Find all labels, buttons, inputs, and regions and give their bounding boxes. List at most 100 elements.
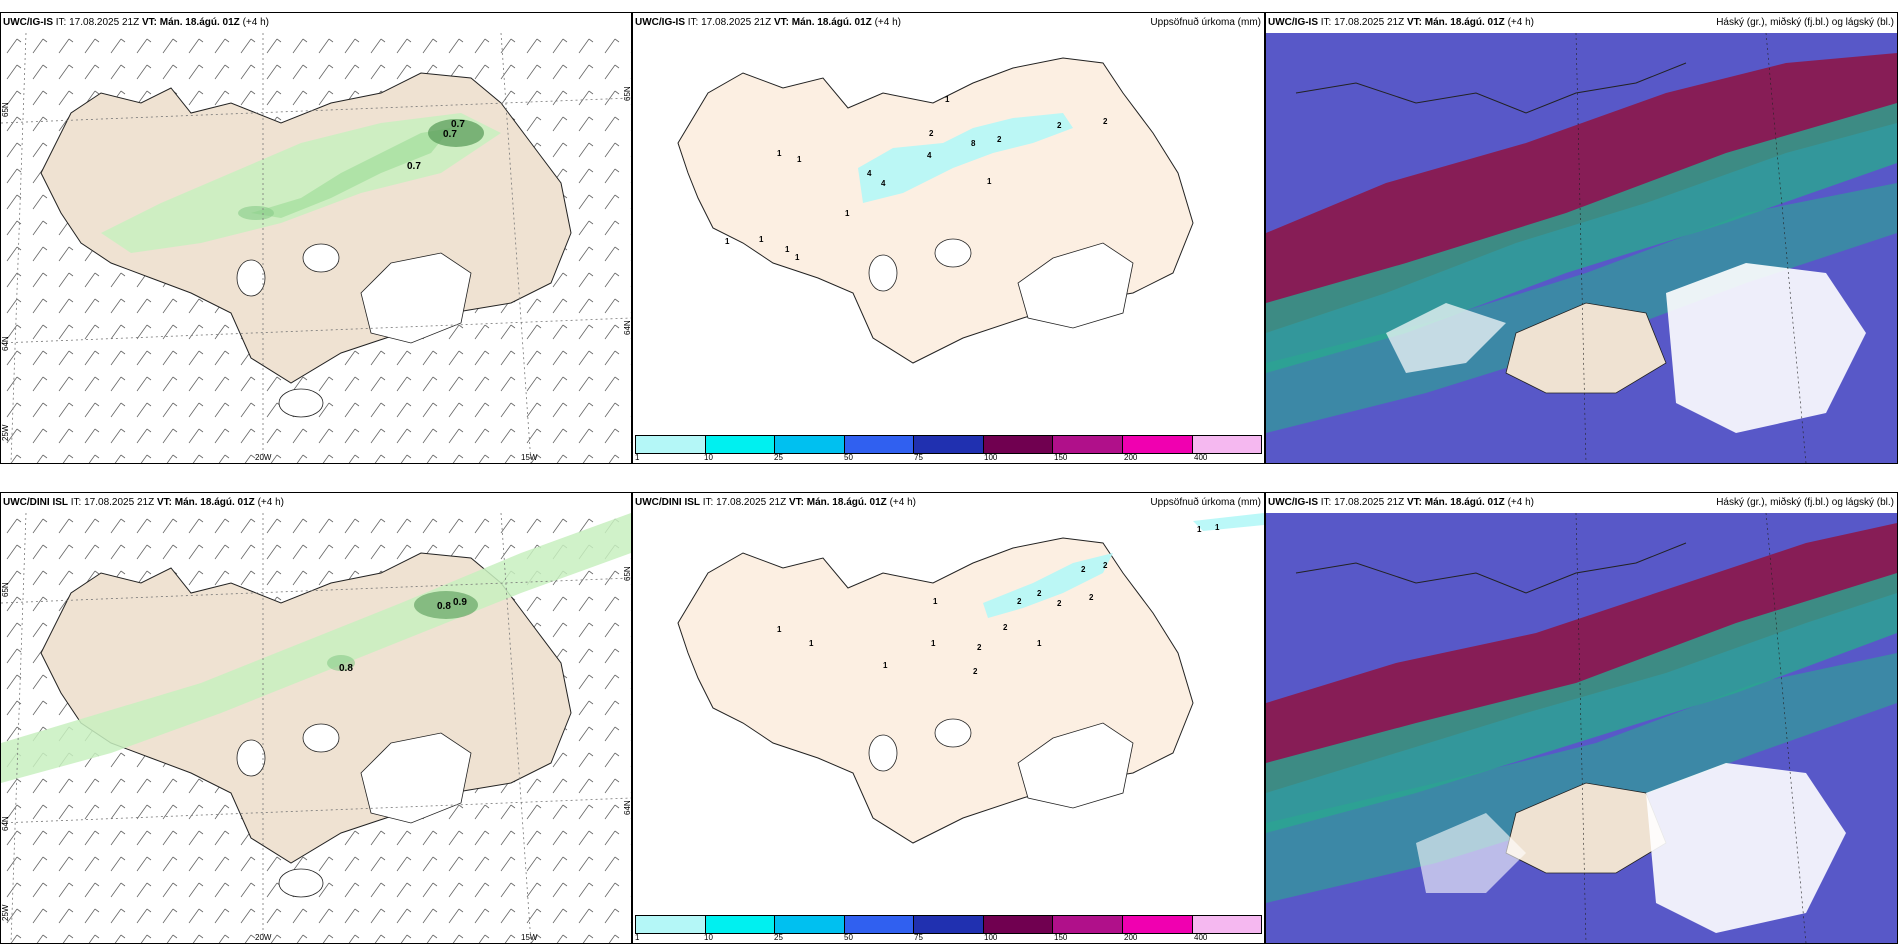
scale-swatch: [1122, 436, 1193, 453]
value-label: 0.8: [339, 663, 353, 674]
model-name: UWC/DINI ISL: [3, 497, 68, 508]
precip-value: 2: [1017, 597, 1022, 606]
scale-swatch: [1122, 916, 1193, 933]
scale-label: 10: [704, 933, 713, 942]
precip-value: 2: [1103, 117, 1108, 126]
precip-map: [677, 57, 1194, 364]
panel-title: Háský (gr.), miðský (fj.bl.) og lágský (…: [1716, 497, 1894, 508]
iceland-land: [677, 57, 1194, 364]
lat-label: 64N: [1, 816, 10, 831]
valid-time: VT: Mán. 18.ágú. 01Z: [156, 497, 255, 508]
precip-value: 2: [1057, 121, 1062, 130]
value-label: 0.7: [407, 161, 421, 172]
precip-value: 2: [997, 135, 1002, 144]
precip-value: 1: [1037, 639, 1042, 648]
init-time: IT: 17.08.2025 21Z: [70, 497, 155, 508]
init-time: IT: 17.08.2025 21Z: [1320, 497, 1405, 508]
value-label: 0.8: [437, 601, 451, 612]
scale-swatch: [983, 436, 1054, 453]
model-name: UWC/DINI ISL: [635, 497, 700, 508]
lead-time: (+4 h): [874, 17, 901, 28]
scale-label: 400: [1194, 453, 1208, 462]
lead-time: (+4 h): [889, 497, 916, 508]
lat-label: 64N: [623, 800, 632, 815]
lon-label: 20W: [255, 453, 272, 462]
scale-swatch: [705, 916, 776, 933]
scale-swatch: [1192, 436, 1262, 453]
lat-label: 64N: [623, 320, 632, 335]
lat-label: 65N: [1, 582, 10, 597]
scale-swatch: [636, 436, 706, 453]
precip-value: 1: [933, 597, 938, 606]
lat-label: 65N: [623, 566, 632, 581]
precip-value: 2: [1057, 599, 1062, 608]
valid-time: VT: Mán. 18.ágú. 01Z: [788, 497, 887, 508]
scale-label: 75: [914, 453, 923, 462]
lon-label: 25W: [1, 424, 10, 441]
init-time: IT: 17.08.2025 21Z: [55, 17, 140, 28]
panel-title: Uppsöfnuð úrkoma (mm): [1150, 497, 1261, 508]
lon-label: 20W: [255, 933, 272, 942]
scale-swatch: [844, 916, 915, 933]
lead-time: (+4 h): [1507, 17, 1534, 28]
precip-value: 2: [1103, 561, 1108, 570]
scale-label: 25: [774, 453, 783, 462]
precip-value: 1: [795, 253, 800, 262]
precip-value: 1: [883, 661, 888, 670]
precip-scale: 1 10 25 50 75 100 150 200 400: [633, 433, 1264, 463]
scale-label: 1: [635, 453, 640, 462]
lon-label: 15W: [521, 933, 538, 942]
precip-value: 2: [929, 129, 934, 138]
scale-swatch: [983, 916, 1054, 933]
lead-time: (+4 h): [257, 497, 284, 508]
scale-label: 150: [1054, 453, 1068, 462]
scale-label: 200: [1124, 933, 1138, 942]
precip-value: 2: [1003, 623, 1008, 632]
precip-value: 1: [725, 237, 730, 246]
model-name: UWC/IG-IS: [1268, 497, 1318, 508]
scale-swatch: [914, 436, 984, 453]
scale-label: 150: [1054, 933, 1068, 942]
precip-value: 1: [845, 209, 850, 218]
init-time: IT: 17.08.2025 21Z: [1320, 17, 1405, 28]
scale-swatch: [1053, 916, 1123, 933]
precip-value: 4: [881, 179, 886, 188]
lead-time: (+4 h): [242, 17, 269, 28]
lon-label: 25W: [1, 904, 10, 921]
scale-label: 200: [1124, 453, 1138, 462]
precip-value: 2: [1037, 589, 1042, 598]
lat-label: 65N: [623, 86, 632, 101]
cloud-map: [1266, 33, 1897, 463]
scale-swatch: [636, 916, 706, 933]
precip-value: 2: [977, 643, 982, 652]
panel-top-right: UWC/IG-IS IT: 17.08.2025 21Z VT: Mán. 18…: [1265, 12, 1898, 464]
panel-header: UWC/IG-IS IT: 17.08.2025 21Z VT: Mán. 18…: [1266, 493, 1897, 513]
scale-label: 100: [984, 933, 998, 942]
panel-header: UWC/IG-IS IT: 17.08.2025 21Z VT: Mán. 18…: [1, 13, 631, 33]
precip-scale-bar: [635, 435, 1262, 454]
valid-time: VT: Mán. 18.ágú. 01Z: [773, 17, 872, 28]
iceland-land: [677, 537, 1194, 844]
wind-precip-map: [1, 33, 631, 463]
cloud-map: [1266, 513, 1897, 943]
lead-time: (+4 h): [1507, 497, 1534, 508]
panel-bottom-right: UWC/IG-IS IT: 17.08.2025 21Z VT: Mán. 18…: [1265, 492, 1898, 944]
scale-label: 25: [774, 933, 783, 942]
panel-bottom-left: UWC/DINI ISL IT: 17.08.2025 21Z VT: Mán.…: [0, 492, 632, 944]
valid-time: VT: Mán. 18.ágú. 01Z: [1406, 17, 1505, 28]
panel-header: UWC/DINI ISL IT: 17.08.2025 21Z VT: Mán.…: [1, 493, 631, 513]
precip-value: 2: [973, 667, 978, 676]
model-name: UWC/IG-IS: [635, 17, 685, 28]
precip-value: 1: [759, 235, 764, 244]
precip-value: 1: [945, 95, 950, 104]
precip-value: 4: [867, 169, 872, 178]
scale-swatch: [1192, 916, 1262, 933]
panel-header: UWC/IG-IS IT: 17.08.2025 21Z VT: Mán. 18…: [633, 13, 1264, 33]
panel-top-middle: UWC/IG-IS IT: 17.08.2025 21Z VT: Mán. 18…: [632, 12, 1265, 464]
precip-value: 4: [927, 151, 932, 160]
precip-value: 1: [1215, 523, 1220, 532]
lat-label: 65N: [1, 102, 10, 117]
precip-value: 8: [971, 139, 976, 148]
scale-label: 50: [844, 453, 853, 462]
precip-value: 2: [1081, 565, 1086, 574]
